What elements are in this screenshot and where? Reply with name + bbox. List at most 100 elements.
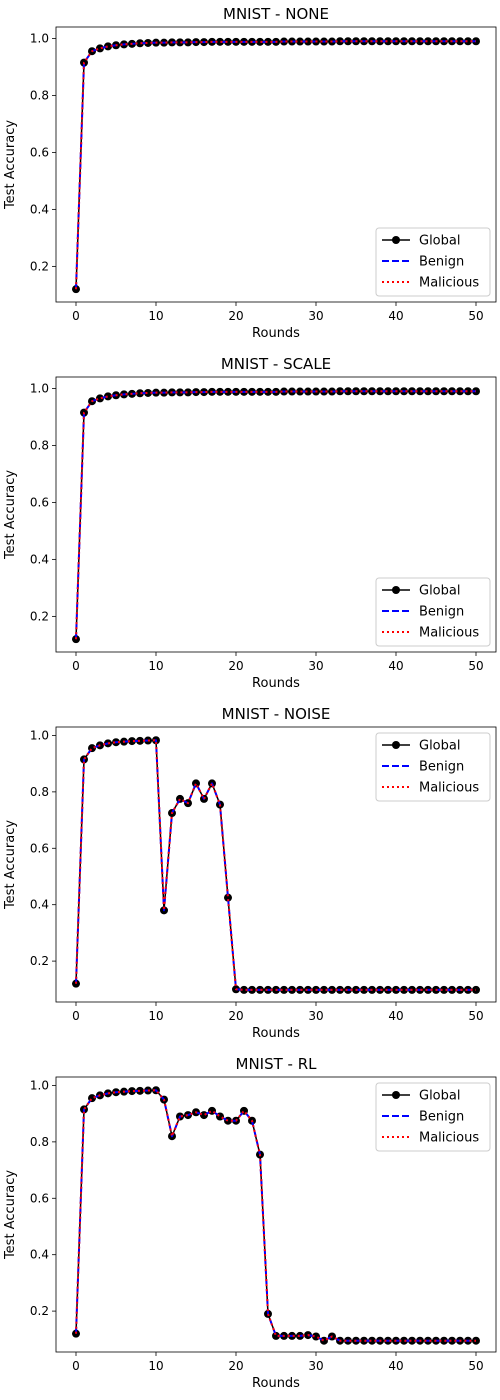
y-tick-label: 1.0 [30, 381, 49, 395]
data-point-global [264, 387, 272, 396]
data-point-global [136, 39, 144, 48]
plot-frame [55, 26, 497, 303]
x-tick-label: 50 [468, 1009, 483, 1023]
data-point-global [408, 1336, 416, 1345]
legend-label-benign: Benign [419, 760, 464, 775]
chart-panel-1: MNIST - SCALE 0 10 20 30 40 50 0.2 0.4 0.6 0.8 1.0 R… [3, 355, 497, 691]
legend-label-benign: Benign [419, 255, 464, 270]
series-line-malicious [75, 40, 476, 290]
data-point-global [224, 37, 232, 46]
data-point-global [456, 387, 464, 396]
x-tick-label: 30 [308, 1359, 323, 1373]
y-axis-label: Test Accuracy [3, 120, 18, 210]
data-point-global [448, 1336, 456, 1345]
data-point-global [464, 37, 472, 46]
legend-box [375, 577, 491, 647]
data-point-global [400, 1336, 408, 1345]
data-point-global [416, 387, 424, 396]
legend: Global Benign Malicious [375, 577, 491, 647]
chart-title: MNIST - NONE [223, 5, 329, 23]
legend-box [375, 732, 491, 802]
x-tick-label: 10 [148, 1359, 163, 1373]
legend: Global Benign Malicious [375, 227, 491, 297]
data-point-global [264, 37, 272, 46]
data-point-global [384, 387, 392, 396]
x-axis-label: Rounds [252, 1376, 300, 1391]
x-axis-label: Rounds [252, 1026, 300, 1041]
data-point-global [192, 779, 200, 788]
legend-label-malicious: Malicious [419, 626, 479, 641]
x-tick-label: 30 [308, 309, 323, 323]
data-point-global [256, 387, 264, 396]
series-line-benign [75, 1089, 476, 1342]
y-tick-label: 0.6 [30, 1191, 49, 1205]
data-point-global [144, 388, 152, 397]
y-tick-label: 0.8 [30, 785, 49, 799]
data-point-global [344, 37, 352, 46]
legend-label-global: Global [419, 739, 460, 754]
data-point-global [96, 44, 104, 53]
series-line-malicious [75, 390, 476, 640]
legend-marker [392, 586, 400, 594]
data-point-global [344, 387, 352, 396]
data-point-global [240, 985, 248, 994]
legend-box [375, 1082, 491, 1152]
data-point-global [456, 37, 464, 46]
x-axis-label: Rounds [252, 676, 300, 691]
chart-panel-0: MNIST - NONE 0 10 20 30 40 50 0.2 0.4 0.6 0.8 1.0 Ro… [3, 5, 497, 341]
data-point-global [128, 737, 136, 746]
y-tick-label: 0.6 [30, 841, 49, 855]
legend-label-benign: Benign [419, 605, 464, 620]
data-point-global [280, 985, 288, 994]
data-point-global [424, 37, 432, 46]
x-tick-label: 0 [72, 1359, 80, 1373]
legend-marker [392, 236, 400, 244]
legend-label-malicious: Malicious [419, 276, 479, 291]
data-point-global [440, 1336, 448, 1345]
series-line-malicious [75, 739, 476, 991]
data-point-global [400, 985, 408, 994]
y-tick-label: 0.6 [30, 495, 49, 509]
data-point-global [176, 38, 184, 47]
y-tick-label: 0.2 [30, 1304, 49, 1318]
data-point-global [216, 37, 224, 46]
data-point-global [296, 387, 304, 396]
y-axis-label: Test Accuracy [3, 1170, 18, 1260]
data-point-global [216, 387, 224, 396]
x-tick-label: 10 [148, 659, 163, 673]
data-point-global [136, 389, 144, 398]
data-point-global [368, 1336, 376, 1345]
x-tick-label: 40 [388, 1009, 403, 1023]
chart-title: MNIST - NOISE [222, 705, 331, 723]
y-tick-label: 0.4 [30, 552, 49, 566]
plot-frame [55, 1076, 497, 1353]
data-point-global [304, 387, 312, 396]
y-tick-label: 0.2 [30, 954, 49, 968]
plot-frame [55, 376, 497, 653]
y-tick-label: 0.8 [30, 1135, 49, 1149]
data-point-global [224, 1116, 232, 1125]
x-tick-label: 10 [148, 309, 163, 323]
data-point-global [360, 1336, 368, 1345]
x-tick-label: 0 [72, 309, 80, 323]
chart-panel-2: MNIST - NOISE 0 10 20 30 40 50 0.2 0.4 0.6 0.8 1.0 R… [3, 705, 497, 1041]
plot-frame [55, 726, 497, 1003]
x-tick-label: 20 [228, 1359, 243, 1373]
x-tick-label: 30 [308, 659, 323, 673]
legend-marker [392, 741, 400, 749]
y-tick-label: 0.8 [30, 88, 49, 102]
data-point-global [376, 37, 384, 46]
data-point-global [320, 1336, 328, 1345]
data-point-global [376, 387, 384, 396]
x-tick-label: 0 [72, 659, 80, 673]
data-point-global [224, 387, 232, 396]
x-tick-label: 20 [228, 309, 243, 323]
y-tick-label: 0.4 [30, 202, 49, 216]
data-point-global [104, 392, 112, 401]
legend-label-global: Global [419, 1089, 460, 1104]
data-point-global [136, 1086, 144, 1095]
y-tick-label: 0.8 [30, 438, 49, 452]
data-point-global [104, 42, 112, 51]
